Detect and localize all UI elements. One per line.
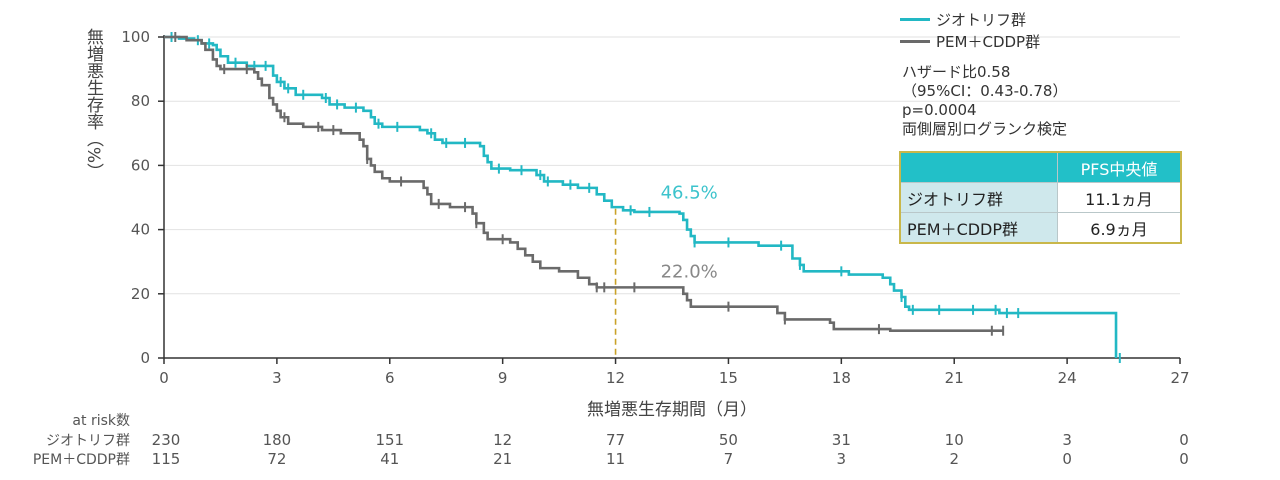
table-header-blank: [899, 151, 1058, 183]
legend-swatch-pem-cddp: [900, 39, 930, 43]
at-risk-value: 77: [606, 431, 625, 449]
x-tick-label: 0: [159, 369, 169, 387]
survival-curves: [164, 32, 1121, 363]
at-risk-value: 3: [837, 450, 847, 468]
x-tick-label: 15: [719, 369, 738, 387]
at-risk-title: at risk数: [72, 413, 130, 429]
at-risk-value: 230: [152, 431, 181, 449]
x-tick-label: 12: [606, 369, 625, 387]
table-header-title: PFS中央値: [1057, 151, 1182, 183]
at-risk-value: 11: [606, 450, 625, 468]
x-tick-label: 9: [498, 369, 508, 387]
at-risk-value: 7: [724, 450, 734, 468]
x-tick-label: 18: [832, 369, 851, 387]
curve-giotrif: [164, 35, 1118, 358]
stats-box: ハザード比0.58 （95%CI：0.43-0.78） p=0.0004 両側層…: [902, 63, 1067, 139]
table-row-label: ジオトリフ群: [899, 182, 1058, 213]
legend-label: ジオトリフ群: [936, 10, 1027, 29]
annotation-label: 22.0%: [661, 261, 718, 282]
at-risk-value: 151: [375, 431, 404, 449]
legend-swatch-giotrif: [900, 17, 930, 21]
at-risk-value: 21: [493, 450, 512, 468]
x-tick-label: 3: [272, 369, 282, 387]
y-axis-title: 無増悪生存率（%）: [83, 28, 104, 180]
at-risk-value: 0: [1179, 431, 1189, 449]
at-risk-value: 180: [263, 431, 292, 449]
at-risk-value: 0: [1062, 450, 1072, 468]
confidence-interval: （95%CI：0.43-0.78）: [902, 82, 1068, 100]
at-risk-value: 10: [945, 431, 964, 449]
legend: ジオトリフ群 PEM＋CDDP群: [900, 8, 1040, 52]
table-row-value: 11.1ヵ月: [1057, 182, 1182, 213]
y-tick-label: 0: [140, 349, 150, 367]
legend-item-pem-cddp: PEM＋CDDP群: [900, 30, 1040, 52]
annotation-label: 46.5%: [661, 183, 718, 204]
legend-item-giotrif: ジオトリフ群: [900, 8, 1040, 30]
curve-pem-cddp: [164, 35, 1004, 333]
x-tick-label: 27: [1170, 369, 1189, 387]
x-tick-label: 24: [1058, 369, 1077, 387]
tick-labels: 0 20 40 60 80 100 0 3 6 9 12 15 18 21 24 27: [121, 28, 1189, 387]
at-risk-value: 115: [152, 450, 181, 468]
at-risk-value: 3: [1062, 431, 1072, 449]
table-row-value: 6.9ヵ月: [1057, 212, 1182, 244]
x-tick-label: 21: [945, 369, 964, 387]
axes: [158, 35, 1181, 364]
at-risk-value: 41: [380, 450, 399, 468]
table-header-row: PFS中央値: [899, 151, 1182, 183]
hazard-ratio: ハザード比0.58: [902, 63, 1011, 81]
at-risk-row-label: PEM＋CDDP群: [33, 452, 130, 468]
test-name: 両側層別ログランク検定: [902, 120, 1068, 138]
at-risk-value: 2: [949, 450, 959, 468]
y-tick-label: 20: [131, 285, 150, 303]
x-axis-title: 無増悪生存期間（月）: [587, 400, 757, 420]
table-row: ジオトリフ群 11.1ヵ月: [899, 182, 1182, 213]
y-tick-label: 100: [121, 28, 150, 46]
y-tick-label: 40: [131, 221, 150, 239]
annotations: 46.5% 22.0%: [661, 183, 718, 283]
p-value: p=0.0004: [902, 101, 977, 119]
legend-label: PEM＋CDDP群: [936, 32, 1041, 51]
at-risk-value: 12: [493, 431, 512, 449]
table-row: PEM＋CDDP群 6.9ヵ月: [899, 212, 1182, 244]
x-tick-label: 6: [385, 369, 395, 387]
at-risk-value: 0: [1179, 450, 1189, 468]
at-risk-value: 31: [832, 431, 851, 449]
y-tick-label: 60: [131, 156, 150, 174]
at-risk-row-label: ジオトリフ群: [46, 433, 130, 449]
y-tick-label: 80: [131, 92, 150, 110]
at-risk-value: 50: [719, 431, 738, 449]
table-row-label: PEM＋CDDP群: [899, 212, 1058, 244]
pfs-median-table: PFS中央値 ジオトリフ群 11.1ヵ月 PEM＋CDDP群 6.9ヵ月: [899, 151, 1182, 244]
at-risk-value: 72: [267, 450, 286, 468]
